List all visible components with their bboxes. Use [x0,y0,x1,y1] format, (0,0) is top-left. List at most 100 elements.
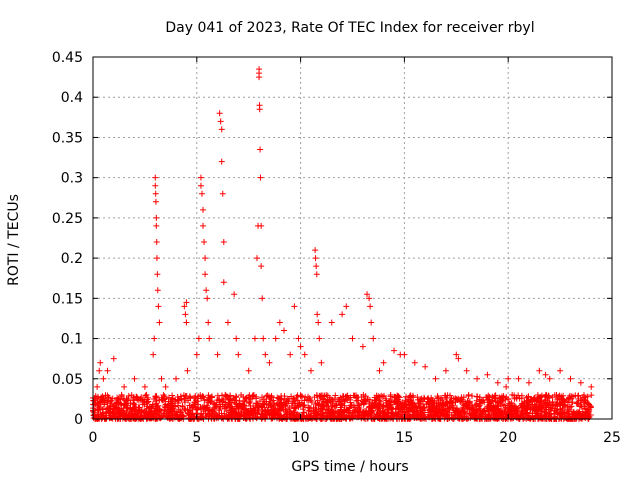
data-point [339,311,346,318]
baseline-point [144,403,151,410]
baseline-point [379,404,386,411]
baseline-point [455,395,462,402]
baseline-point [299,393,306,400]
data-point [155,303,162,310]
baseline-point [270,407,277,414]
baseline-point [339,412,346,419]
data-point [307,367,314,374]
baseline-point [329,412,336,419]
baseline-point [341,397,348,404]
baseline-point [301,409,308,416]
baseline-point [478,415,485,422]
baseline-point [200,408,207,415]
baseline-point [103,415,110,422]
baseline-point [151,405,158,412]
baseline-point [416,403,423,410]
baseline-point [138,413,145,420]
data-point [463,367,470,374]
baseline-point [513,406,520,413]
baseline-point [274,400,281,407]
data-point [153,239,160,246]
baseline-point [178,409,185,416]
baseline-point [106,409,113,416]
data-point [218,158,225,165]
baseline-point [280,402,287,409]
baseline-point [211,404,218,411]
baseline-point [178,414,185,421]
data-point [312,255,319,262]
baseline-point [541,399,548,406]
baseline-point [578,413,585,420]
baseline-point [542,409,549,416]
baseline-point [94,406,101,413]
baseline-point [91,409,98,416]
y-axis-ticks: 0 0.05 0.1 0.15 0.2 0.25 0.3 0.35 0.4 0.45 [52,50,612,428]
data-point [503,383,510,390]
baseline-point [534,397,541,404]
data-point [258,222,265,229]
baseline-point [178,396,185,403]
baseline-point [95,403,102,410]
data-point [280,327,287,334]
baseline-point [505,408,512,415]
baseline-point [518,409,525,416]
data-point [216,110,223,117]
baseline-point [440,411,447,418]
baseline-point [253,415,260,422]
baseline-point [384,409,391,416]
baseline-point [155,412,162,419]
baseline-point [418,409,425,416]
baseline-point [260,400,267,407]
y-tick-label: 0.1 [61,332,83,348]
data-point [536,367,543,374]
y-tick-label: 0 [74,412,83,428]
baseline-point [256,398,263,405]
baseline-point [409,392,416,399]
baseline-point [523,410,530,417]
data-point [401,351,408,358]
data-point [359,343,366,350]
baseline-point [406,393,413,400]
baseline-point [436,408,443,415]
data-point [577,379,584,386]
baseline-point [394,396,401,403]
data-point [266,359,273,366]
baseline-point [218,392,225,399]
baseline-point [398,404,405,411]
baseline-point [446,404,453,411]
baseline-point [494,403,501,410]
baseline-point [509,391,516,398]
baseline-point [286,395,293,402]
baseline-point [240,411,247,418]
data-point [154,287,161,294]
baseline-point [490,410,497,417]
baseline-point [180,392,187,399]
baseline-point [368,403,375,410]
grid-lines [93,57,612,419]
baseline-point [574,392,581,399]
baseline-point [529,406,536,413]
plot-frame [92,56,613,420]
baseline-point [130,396,137,403]
data-point [314,311,321,318]
baseline-point [345,409,352,416]
x-tick-label: 20 [499,430,517,446]
data-point [153,255,160,262]
baseline-point [241,398,248,405]
data-point [297,343,304,350]
y-tick-label: 0.3 [61,171,83,187]
data-point [494,379,501,386]
baseline-point [585,407,592,414]
baseline-point [349,415,356,422]
baseline-point [118,401,125,408]
data-point [217,118,224,125]
baseline-point [194,406,201,413]
data-point [158,375,165,382]
baseline-point [274,394,281,401]
baseline-point [559,413,566,420]
data-point [257,174,264,181]
baseline-point [120,410,127,417]
baseline-point [315,402,322,409]
baseline-point [428,394,435,401]
data-point [256,66,263,73]
